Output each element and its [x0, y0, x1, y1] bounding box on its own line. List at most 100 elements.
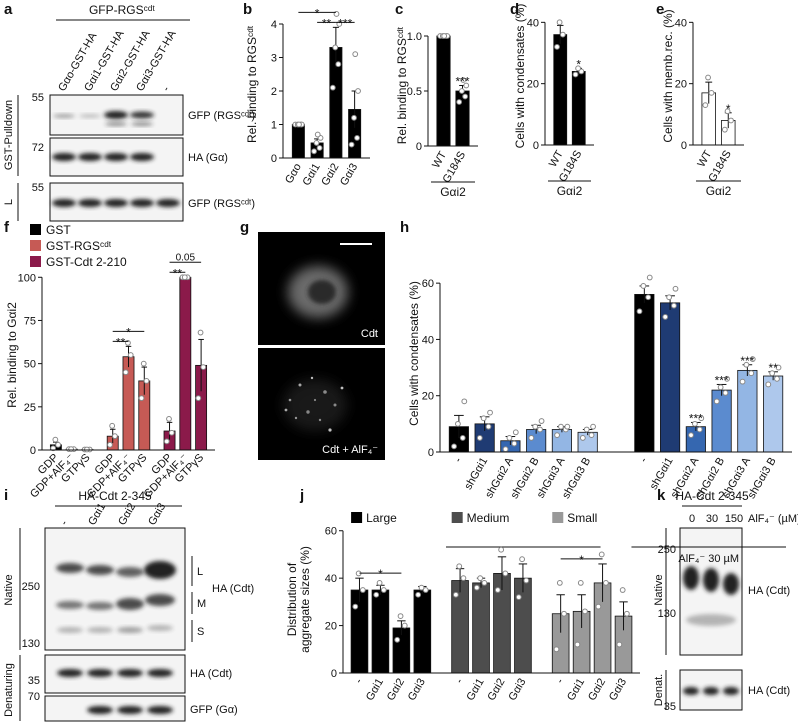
data-point	[708, 89, 715, 96]
panel-k: k HA-Cdt 2-345 0 30 150 AlF₄⁻ (µM) 250 1…	[653, 487, 798, 713]
panel-g: g Cdt Cdt + AlF₄⁻	[240, 219, 385, 460]
y-tick-label: 20	[325, 621, 337, 633]
data-point	[452, 591, 459, 598]
bar	[551, 429, 572, 453]
data-point	[181, 274, 188, 281]
bands	[683, 687, 739, 695]
marker: 55	[32, 92, 44, 104]
data-point	[646, 274, 653, 281]
bar	[291, 124, 305, 159]
band-label: HA (Cdt)	[748, 685, 790, 697]
band-label: GFP (Gα)	[190, 704, 238, 716]
data-point	[688, 432, 694, 439]
bar	[179, 276, 192, 451]
band-label: HA (Cdt)	[748, 585, 790, 597]
y-tick-label: 20	[422, 391, 434, 403]
data-point	[515, 594, 522, 601]
legend-swatch	[351, 512, 363, 523]
data-point	[329, 84, 336, 91]
data-point	[583, 426, 590, 433]
data-point	[564, 423, 571, 430]
data-point	[556, 19, 563, 26]
y-axis-label: Rel. binding to RGSᶜᵈᵗ	[395, 26, 409, 144]
marker: 70	[28, 691, 40, 703]
data-point	[52, 436, 59, 443]
size-label: M	[197, 598, 206, 610]
data-point	[666, 294, 673, 301]
data-point	[728, 117, 734, 124]
data-point	[197, 329, 204, 336]
data-point	[498, 546, 505, 553]
data-point	[511, 440, 518, 447]
data-point	[512, 429, 519, 436]
lane-label: Gαi1	[86, 501, 108, 527]
significance: **	[173, 266, 183, 280]
x-tick-label: shGαi1	[462, 456, 490, 492]
blot-header: GFP-RGSᶜᵈᵗ	[89, 3, 155, 17]
data-point	[397, 613, 404, 619]
legend-label: Medium	[467, 511, 510, 525]
bar	[763, 375, 784, 453]
data-point	[523, 577, 530, 584]
band-label: HA (Cdt)	[212, 583, 254, 595]
y-tick-label: 40	[527, 17, 539, 29]
size-label: S	[197, 626, 204, 638]
y-axis-label: Rel. binding to Gαi2	[5, 302, 19, 408]
significance: *	[126, 325, 131, 339]
legend-swatch	[30, 256, 41, 267]
bar	[455, 90, 470, 147]
data-point	[140, 360, 147, 367]
data-point	[572, 71, 579, 78]
x-tick-label: Gαi3	[338, 162, 360, 188]
legend-swatch	[30, 224, 41, 235]
bands	[683, 566, 739, 626]
data-point	[50, 445, 57, 452]
y-tick-label: 0	[681, 140, 687, 152]
data-point	[485, 423, 492, 430]
lane-label: Gαi2	[116, 501, 138, 527]
bar	[350, 589, 369, 674]
significance: 0.05	[176, 252, 196, 263]
x-tick-label: Gαi2	[485, 677, 507, 703]
data-point	[359, 587, 366, 593]
band-label: HA (Cdt)	[190, 668, 232, 680]
data-point	[335, 61, 342, 68]
significance: ***	[338, 16, 352, 30]
bar	[371, 589, 390, 674]
x-tick-label: Gαi2	[586, 677, 608, 703]
lane-label: 150	[725, 513, 743, 525]
data-point	[451, 443, 457, 450]
lane-label: -	[160, 84, 172, 93]
y-axis-label: Rel. binding to RGSᶜᵈᵗ	[245, 25, 259, 143]
data-point	[636, 308, 643, 315]
data-point	[575, 65, 582, 72]
significance: *	[576, 57, 581, 71]
x-tick-label: WT	[430, 149, 449, 170]
data-point	[775, 364, 782, 371]
panel-label: i	[4, 487, 8, 504]
data-point	[481, 580, 488, 586]
data-point	[477, 575, 484, 582]
x-tick-label: -	[453, 676, 465, 685]
unit-label: AlF₄⁻ (µM)	[748, 513, 798, 525]
data-point	[354, 135, 360, 141]
chart-j: j 0 20 40 60 Distribution of aggregate sizes (…	[285, 487, 640, 703]
data-point	[313, 140, 320, 146]
data-point	[672, 285, 679, 292]
y-axis-label: Cells with memb.rec. (%)	[661, 9, 675, 142]
marker: 250	[658, 544, 676, 556]
y-axis-label: aggregate sizes (%)	[298, 546, 312, 653]
y-tick-label: 75	[24, 315, 36, 327]
data-point	[461, 398, 468, 405]
data-point	[691, 420, 698, 427]
x-tick-label: -	[353, 676, 365, 685]
x-tick-label: WT	[695, 148, 714, 169]
data-point	[352, 603, 359, 610]
data-point	[724, 108, 731, 115]
data-point	[739, 378, 746, 385]
lane-label: 0	[689, 513, 695, 525]
data-point	[713, 398, 720, 405]
data-point	[502, 570, 509, 577]
significance: *	[378, 567, 383, 581]
data-point	[748, 370, 755, 377]
